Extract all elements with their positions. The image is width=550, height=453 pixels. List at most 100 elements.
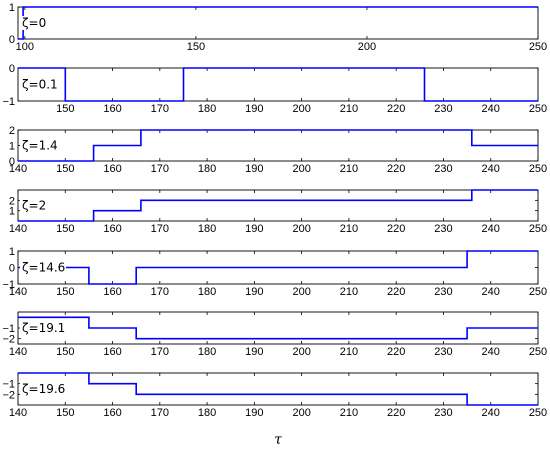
x-tick-label: 170 (151, 286, 169, 298)
x-tick-label: 160 (103, 346, 121, 358)
x-tick-label: 180 (198, 103, 216, 115)
x-tick-label: 210 (340, 286, 358, 298)
x-tick-label: 250 (529, 407, 547, 419)
x-tick-label: 230 (434, 286, 452, 298)
x-tick-label: 170 (151, 407, 169, 419)
y-tick-label: −1 (2, 96, 15, 108)
y-tick-label: −2 (2, 334, 15, 346)
x-tick-label: 160 (103, 103, 121, 115)
x-tick-label: 210 (340, 407, 358, 419)
x-tick-label: 150 (56, 223, 74, 235)
panel-label: ζ=19.1 (22, 321, 65, 335)
x-tick-label: 220 (387, 223, 405, 235)
x-tick-label: 140 (9, 407, 27, 419)
x-tick-label: 240 (482, 407, 500, 419)
x-tick-label: 210 (340, 163, 358, 175)
y-tick-label: 2 (9, 195, 15, 207)
y-tick-label: 1 (9, 141, 15, 153)
y-tick-label: 1 (9, 206, 15, 218)
panel-label: ζ=1.4 (22, 139, 58, 153)
y-tick-label: 0 (9, 156, 15, 168)
panel-label-backing (20, 260, 66, 275)
x-tick-label: 230 (434, 223, 452, 235)
x-tick-label: 190 (245, 163, 263, 175)
series-line (18, 6, 538, 40)
y-tick-label: −1 (2, 379, 15, 391)
x-tick-label: 190 (245, 286, 263, 298)
panel-3: 140 150 160 170 180 190 200 210 220 230 240 250 0 1 2ζ… (9, 125, 547, 175)
x-tick-label: 170 (151, 346, 169, 358)
y-tick-label: −1 (2, 279, 15, 291)
x-tick-label: 100 (16, 41, 34, 53)
panel-label-backing (20, 321, 66, 335)
panel-label: ζ=19.6 (22, 382, 65, 396)
series-line (18, 316, 538, 340)
x-tick-label: 200 (358, 41, 376, 53)
x-tick-label: 170 (151, 103, 169, 115)
y-tick-label: −1 (2, 323, 15, 335)
x-tick-label: 230 (434, 163, 452, 175)
series-line (18, 67, 538, 102)
x-tick-label: 150 (56, 407, 74, 419)
panel-frame (17, 189, 539, 222)
x-tick-label: 220 (387, 103, 405, 115)
x-tick-label: 150 (56, 286, 74, 298)
x-tick-label: 140 (9, 223, 27, 235)
series-line (18, 189, 538, 222)
x-tick-label: 230 (434, 407, 452, 419)
panel-label-backing (20, 198, 45, 213)
x-tick-label: 150 (56, 346, 74, 358)
x-tick-label: 140 (9, 286, 27, 298)
x-tick-label: 240 (482, 346, 500, 358)
x-tick-label: 220 (387, 346, 405, 358)
x-tick-label: 180 (198, 223, 216, 235)
x-tick-label: 150 (187, 41, 205, 53)
y-tick-label: 0 (9, 63, 15, 75)
x-tick-label: 190 (245, 103, 263, 115)
panel-label: ζ=14.6 (22, 261, 65, 275)
panel-5: 140 150 160 170 180 190 200 210 220 230 240 250 −1 0 1… (2, 246, 547, 298)
x-tick-label: 240 (482, 103, 500, 115)
x-tick-label: 190 (245, 223, 263, 235)
x-tick-label: 160 (103, 407, 121, 419)
x-tick-label: 200 (292, 346, 310, 358)
x-tick-label: 250 (529, 286, 547, 298)
panel-label-backing (20, 77, 59, 92)
panel-6: 140 150 160 170 180 190 200 210 220 230 240 250 −2−1… (2, 311, 547, 358)
panel-label-backing (20, 382, 66, 396)
x-tick-label: 250 (529, 41, 547, 53)
x-tick-label: 240 (482, 223, 500, 235)
x-tick-label: 180 (198, 346, 216, 358)
y-tick-label: 2 (9, 125, 15, 137)
x-axis-label: τ (274, 432, 282, 448)
x-tick-label: 170 (151, 163, 169, 175)
series-line (18, 129, 538, 162)
x-tick-label: 140 (9, 163, 27, 175)
x-tick-label: 230 (434, 103, 452, 115)
x-tick-label: 160 (103, 163, 121, 175)
panel-4: 140 150 160 170 180 190 200 210 220 230 240 250 12 ζ=… (9, 189, 547, 235)
x-tick-label: 240 (482, 163, 500, 175)
x-tick-label: 220 (387, 407, 405, 419)
panel-frame (17, 67, 539, 102)
panel-label: ζ=0.1 (22, 78, 58, 92)
panel-label-backing (20, 138, 59, 153)
x-tick-label: 180 (198, 407, 216, 419)
x-tick-label: 250 (529, 223, 547, 235)
x-tick-label: 200 (292, 223, 310, 235)
y-tick-label: 1 (9, 246, 15, 258)
panel-label-backing (20, 16, 45, 30)
x-tick-label: 160 (103, 223, 121, 235)
x-tick-label: 190 (245, 407, 263, 419)
x-tick-label: 220 (387, 163, 405, 175)
x-tick-label: 230 (434, 346, 452, 358)
panel-2: 150 160 170 180 190 200 210 220 230 240 250 −1 0 ζ=0.… (2, 63, 547, 115)
x-tick-label: 220 (387, 286, 405, 298)
x-tick-label: 200 (292, 103, 310, 115)
y-tick-label: 1 (9, 2, 15, 14)
x-tick-label: 250 (529, 163, 547, 175)
panel-frame (17, 372, 539, 406)
y-tick-label: 0 (9, 263, 15, 275)
x-tick-label: 200 (292, 163, 310, 175)
